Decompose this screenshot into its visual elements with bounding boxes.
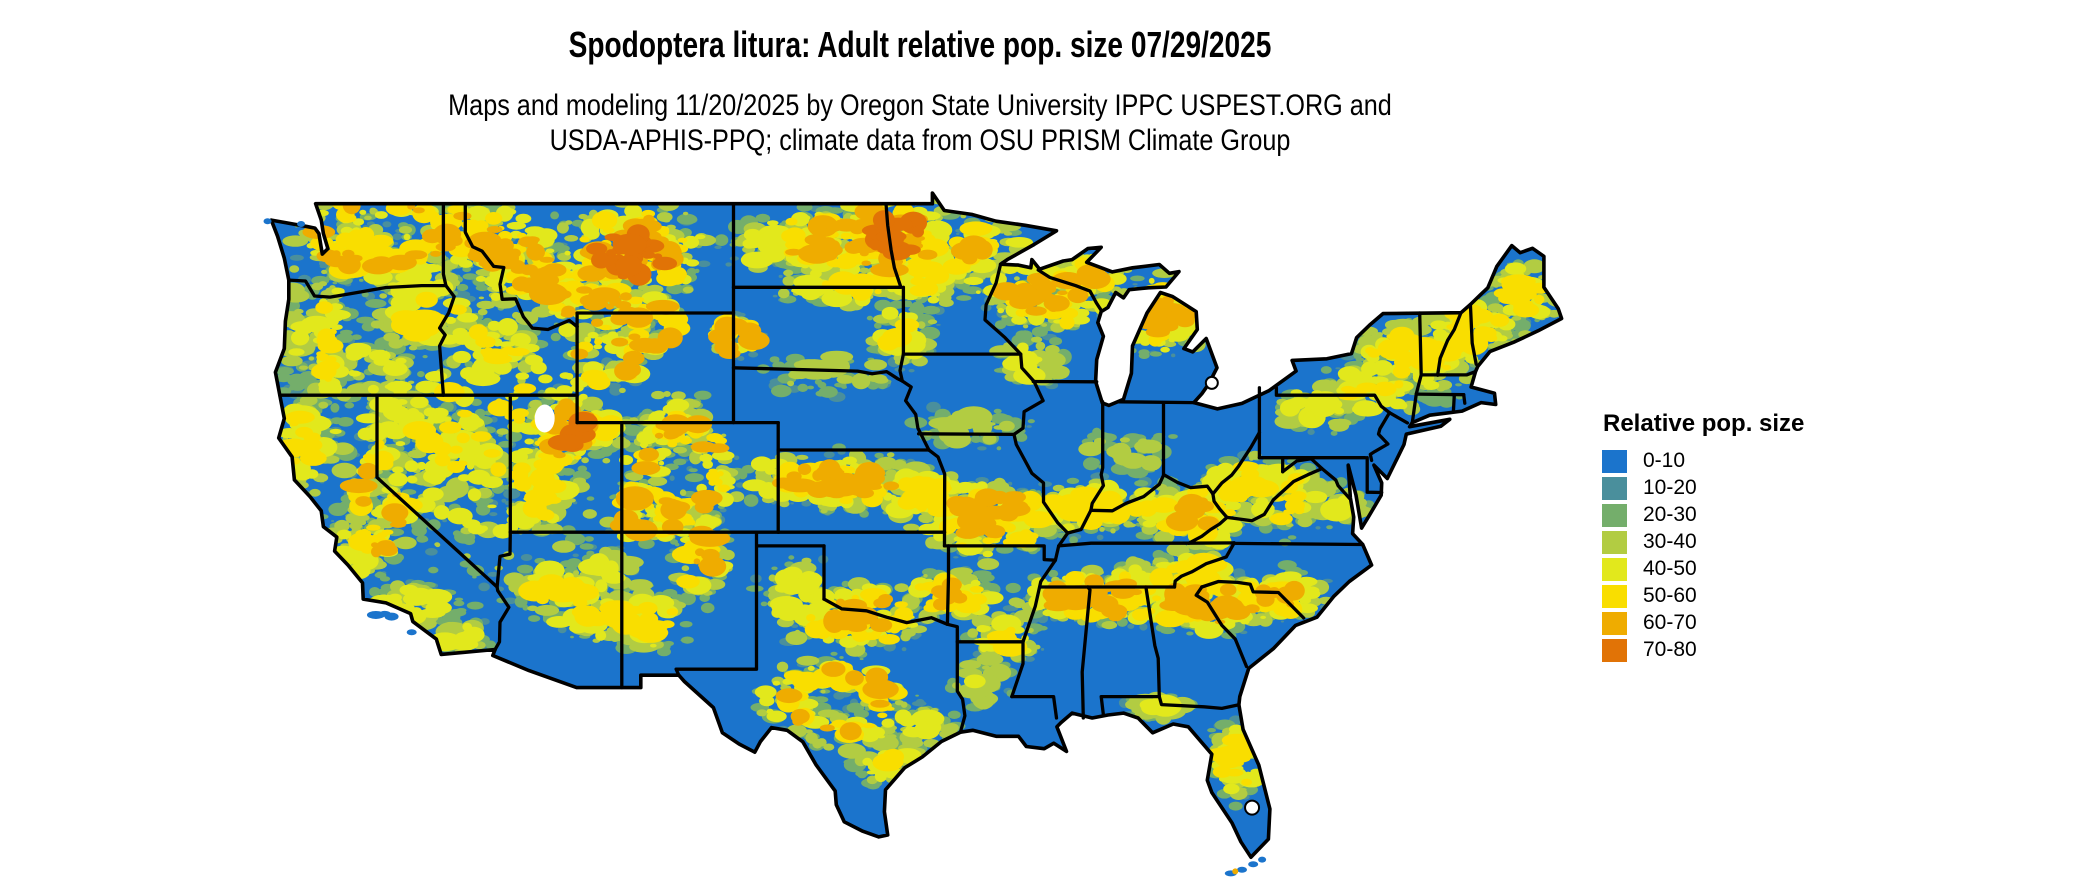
figure-subtitle: Maps and modeling 11/20/2025 by Oregon S… — [147, 88, 1693, 158]
legend-label: 0-10 — [1643, 449, 1686, 472]
legend-label: 10-20 — [1643, 476, 1697, 499]
legend-item: 10-20 — [1596, 476, 1804, 500]
legend-title: Relative pop. size — [1603, 410, 1805, 437]
figure-subtitle-line1: Maps and modeling 11/20/2025 by Oregon S… — [448, 89, 1392, 122]
legend-item: 70-80 — [1596, 638, 1804, 662]
legend-item: 50-60 — [1596, 584, 1804, 608]
legend-swatch — [1602, 638, 1627, 662]
legend-label: 60-70 — [1643, 611, 1697, 634]
legend-swatch — [1602, 584, 1627, 608]
legend-swatch — [1602, 611, 1627, 635]
legend-item: 30-40 — [1596, 530, 1804, 554]
legend-swatch — [1602, 530, 1627, 554]
legend-swatch — [1602, 557, 1627, 581]
legend-items: 0-10 10-20 20-30 30-40 40-50 50-60 60-70 70-80 — [1596, 449, 1804, 662]
legend: Relative pop. size 0-10 10-20 20-30 30-40 40… — [1596, 410, 1804, 665]
figure-title: Spodoptera litura: Adult relative pop. s… — [568, 24, 1272, 65]
legend-item: 40-50 — [1596, 557, 1804, 581]
legend-swatch — [1602, 503, 1627, 527]
figure-subtitle-line2: USDA-APHIS-PPQ; climate data from OSU PR… — [549, 124, 1291, 157]
legend-swatch — [1602, 476, 1627, 500]
legend-label: 30-40 — [1643, 530, 1697, 553]
legend-swatch — [1602, 449, 1627, 473]
figure-header: Spodoptera litura: Adult relative pop. s… — [0, 24, 1840, 158]
legend-item: 60-70 — [1596, 611, 1804, 635]
legend-label: 70-80 — [1643, 638, 1697, 661]
legend-item: 20-30 — [1596, 503, 1804, 527]
legend-item: 0-10 — [1596, 449, 1804, 473]
legend-label: 20-30 — [1643, 503, 1697, 526]
legend-label: 50-60 — [1643, 584, 1697, 607]
legend-label: 40-50 — [1643, 557, 1697, 580]
